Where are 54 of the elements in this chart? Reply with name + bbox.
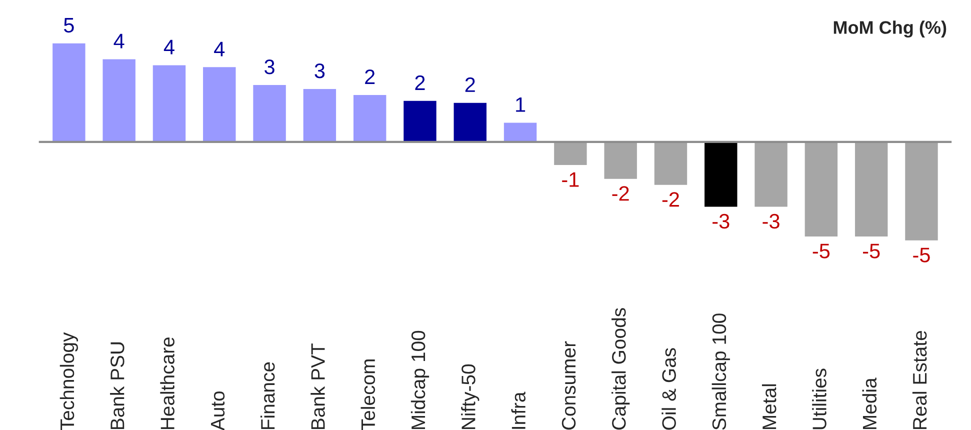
x-tick-label: Metal — [762, 384, 776, 430]
bar — [602, 141, 638, 180]
x-tick-label: Infra — [511, 392, 526, 429]
x-tick-label: Technology — [60, 332, 78, 430]
data-label: 2 — [365, 69, 375, 84]
bar — [854, 141, 890, 238]
x-tick-label: Midcap 100 — [410, 330, 430, 430]
x-tick-label: Healthcare — [160, 337, 174, 430]
data-label: -2 — [662, 192, 679, 207]
x-tick-label: Nifty-50 — [461, 364, 480, 430]
x-tick-label: Bank PVT — [310, 344, 325, 430]
bar — [151, 64, 187, 143]
data-label: 2 — [465, 77, 475, 92]
data-label: -3 — [762, 214, 780, 229]
x-tick-label: Utilities — [812, 368, 826, 430]
bar — [803, 141, 839, 238]
x-tick-label: Bank PSU — [110, 342, 124, 430]
bar — [101, 58, 137, 143]
data-label: 4 — [164, 40, 174, 54]
data-label: -1 — [562, 172, 579, 187]
bar — [352, 94, 388, 143]
x-tick-label: Finance — [260, 362, 275, 430]
data-label: 4 — [114, 34, 124, 48]
data-label: 1 — [516, 97, 526, 112]
bar — [652, 141, 688, 186]
data-label: -2 — [612, 186, 629, 201]
x-tick-label: Oil & Gas — [662, 348, 676, 430]
bar — [502, 121, 538, 143]
data-label: 3 — [314, 63, 325, 78]
bar — [402, 100, 438, 143]
bar — [552, 141, 588, 166]
data-label: 2 — [415, 75, 425, 90]
data-label: 4 — [214, 42, 225, 56]
data-label: -5 — [913, 248, 930, 262]
data-label: -5 — [812, 244, 830, 258]
x-tick-label: Smallcap 100 — [712, 314, 730, 430]
bar — [202, 66, 238, 143]
data-label: 5 — [64, 18, 74, 33]
data-label: 3 — [264, 60, 274, 74]
bar — [904, 141, 940, 242]
bar — [302, 88, 338, 143]
chart-title: MoM Chg (%) — [834, 20, 946, 38]
x-tick-label: Media — [862, 378, 877, 430]
bar — [252, 84, 288, 143]
x-tick-label: Real Estate — [912, 330, 927, 430]
x-tick-label: Telecom — [360, 360, 376, 430]
bar — [51, 42, 87, 143]
bar — [703, 141, 739, 208]
data-label: -5 — [863, 244, 880, 258]
data-label: -3 — [712, 214, 730, 229]
x-tick-label: Capital Goods — [612, 308, 630, 430]
bar — [452, 102, 488, 143]
x-tick-label: Consumer — [562, 341, 576, 430]
bar — [753, 141, 789, 208]
